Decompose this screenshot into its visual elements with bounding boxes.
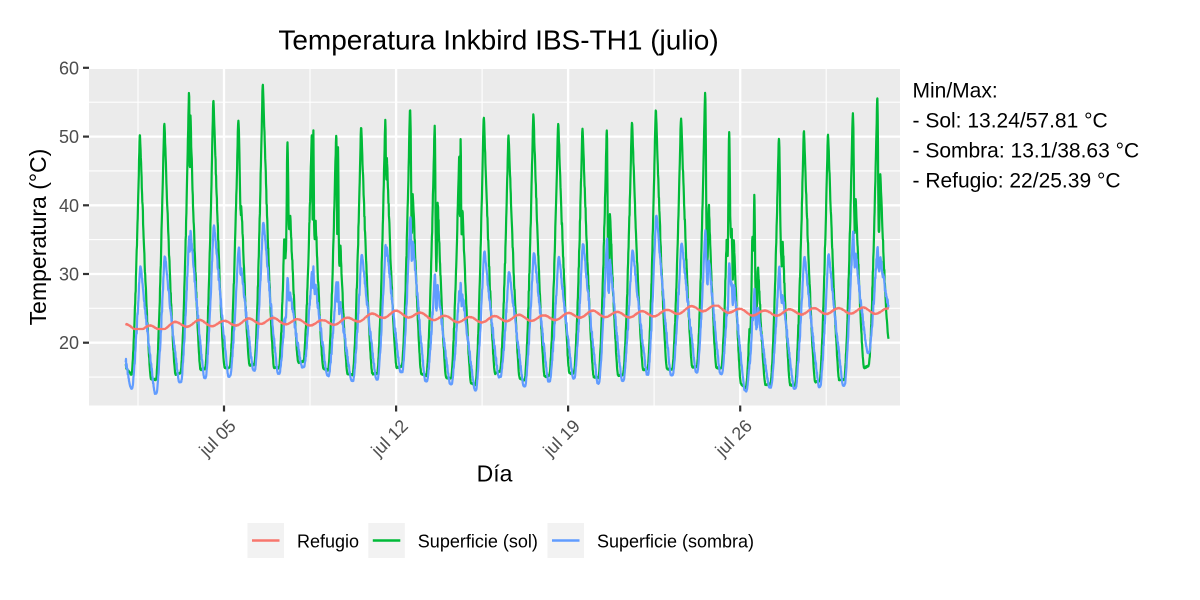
svg-text:Superficie (sol): Superficie (sol) <box>418 532 538 552</box>
svg-text:40: 40 <box>59 196 79 216</box>
svg-text:30: 30 <box>59 265 79 285</box>
svg-text:- Sombra: 13.1/38.63 °C: - Sombra: 13.1/38.63 °C <box>913 139 1140 162</box>
svg-text:- Sol: 13.24/57.81 °C: - Sol: 13.24/57.81 °C <box>913 109 1108 132</box>
svg-text:20: 20 <box>59 333 79 353</box>
svg-text:50: 50 <box>59 127 79 147</box>
svg-text:Refugio: Refugio <box>297 532 359 552</box>
svg-text:- Refugio: 22/25.39 °C: - Refugio: 22/25.39 °C <box>913 169 1121 192</box>
svg-text:Día: Día <box>477 461 513 487</box>
svg-text:Min/Max:: Min/Max: <box>913 79 998 102</box>
svg-text:60: 60 <box>59 58 79 78</box>
svg-text:Temperatura Inkbird IBS-TH1 (j: Temperatura Inkbird IBS-TH1 (julio) <box>278 25 718 56</box>
svg-text:Temperatura (°C): Temperatura (°C) <box>25 149 51 326</box>
svg-text:Superficie (sombra): Superficie (sombra) <box>597 532 754 552</box>
